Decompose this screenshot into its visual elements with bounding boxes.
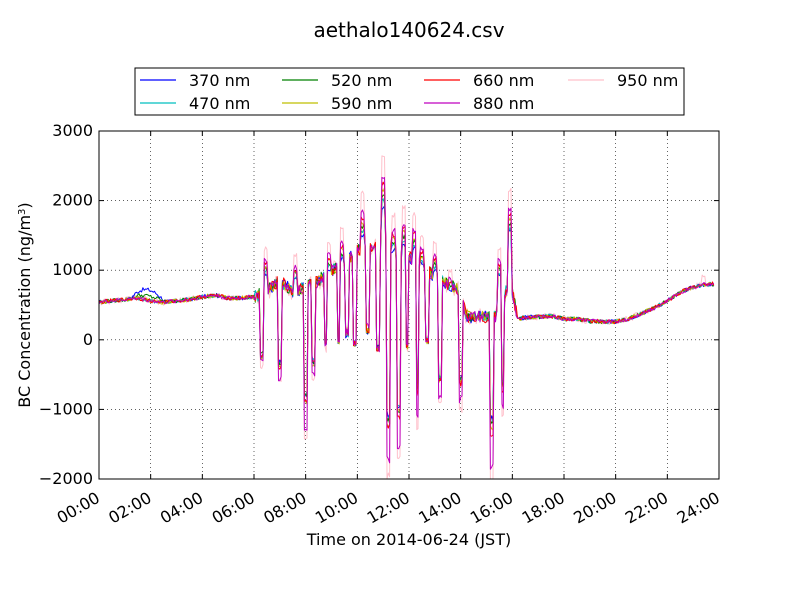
legend-label: 660 nm (473, 71, 534, 90)
y-tick-label: 3000 (52, 121, 93, 140)
legend-label: 590 nm (331, 94, 392, 113)
legend-label: 950 nm (617, 71, 678, 90)
legend: 370 nm 470 nm 520 nm 590 nm 660 nm 880 nm 950 … (134, 67, 685, 116)
x-axis-label: Time on 2014-06-24 (JST) (306, 530, 511, 549)
legend-box (134, 67, 685, 116)
y-tick-label: 1000 (52, 260, 93, 279)
legend-label: 520 nm (331, 71, 392, 90)
plot-background (99, 131, 719, 479)
series-group (98, 155, 715, 480)
y-tick-label: 2000 (52, 191, 93, 210)
legend-label: 370 nm (189, 71, 250, 90)
series-line (98, 176, 715, 470)
y-axis-label-close: ) (15, 202, 34, 208)
y-axis-label-superscript: 3 (17, 209, 28, 215)
legend-label: 880 nm (473, 94, 534, 113)
y-tick-label: −1000 (39, 399, 93, 418)
y-axis-label: BC Concentration (ng/m3) (15, 202, 34, 407)
y-tick-label: 0 (83, 330, 93, 349)
plot-area (99, 131, 719, 479)
y-tick-label: −2000 (39, 469, 93, 488)
y-axis-label-main: BC Concentration (ng/m (15, 215, 34, 408)
chart-title: aethalo140624.csv (313, 18, 504, 42)
legend-label: 470 nm (189, 94, 250, 113)
